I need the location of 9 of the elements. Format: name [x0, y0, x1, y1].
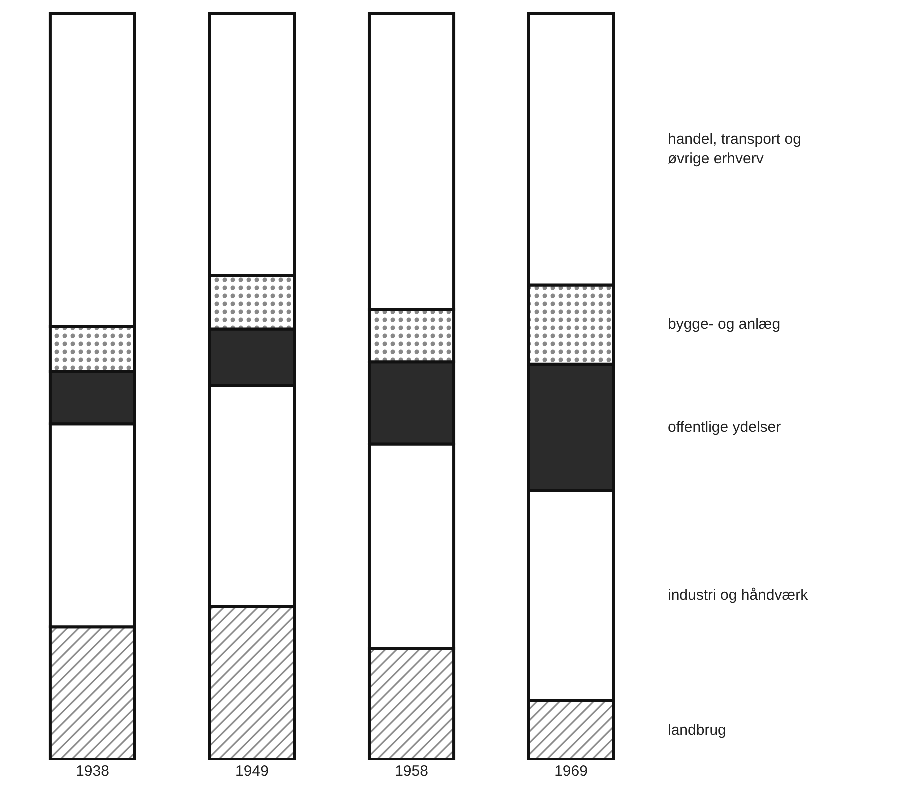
text: offentlige ydelser — [668, 419, 782, 436]
text: landbrug — [668, 722, 726, 739]
x-tick-label: 1938 — [76, 763, 110, 780]
x-tick-label: 1969 — [554, 763, 588, 780]
text: bygge- og anlæg — [668, 316, 781, 333]
x-tick-label: 1958 — [395, 763, 428, 780]
x-tick-label: 1949 — [236, 763, 269, 780]
text: handel, transport og øvrige erhverv — [668, 131, 802, 168]
text: industri og håndværk — [668, 587, 809, 604]
